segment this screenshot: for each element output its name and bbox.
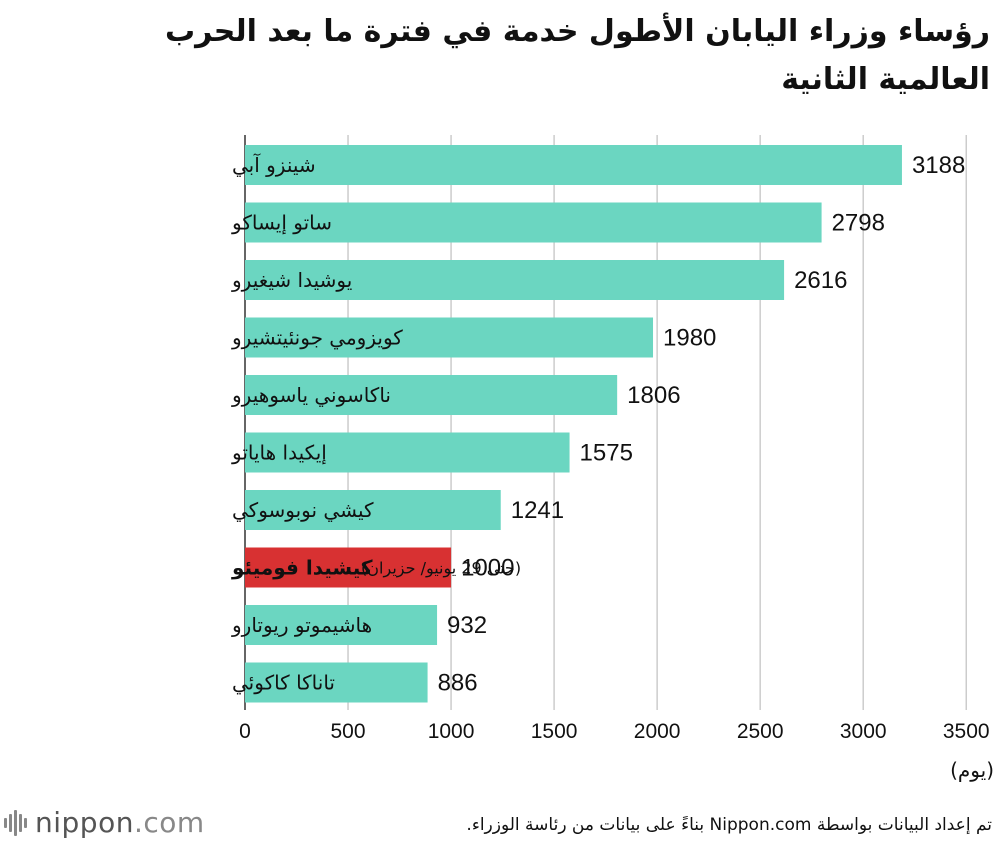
bar-highlight — [245, 547, 452, 588]
logo-tld: .com — [133, 806, 205, 839]
category-label: يوشيدا شيغيرو — [231, 268, 352, 292]
bar — [245, 432, 570, 473]
value-label: 1000 — [461, 555, 514, 582]
nippon-logo: nippon.com — [4, 806, 205, 839]
value-label: 886 — [438, 670, 478, 697]
bar-chart: 0 500 1000 1500 2000 2500 3000 3500 شينزو آبي 318… — [231, 135, 990, 743]
category-label: ساتو إيساكو — [231, 211, 332, 236]
category-label: هاشيموتو ريوتارو — [231, 613, 372, 637]
value-label: 1980 — [663, 325, 716, 352]
chart-title: رؤساء وزراء اليابان الأطول خدمة في فترة … — [164, 14, 990, 97]
bar — [245, 317, 654, 358]
value-label: 1241 — [511, 497, 564, 524]
bar — [245, 605, 438, 645]
x-tick-label: 1000 — [428, 720, 475, 743]
value-label: 2798 — [832, 210, 885, 237]
x-tick-label: 0 — [239, 720, 251, 743]
value-label: 932 — [447, 612, 487, 639]
logo-main: nippon — [35, 806, 134, 839]
value-label: 1806 — [627, 382, 680, 409]
x-tick-label: 2000 — [634, 720, 681, 743]
highlight-note: (حتى 29 يونيو/ حزيران) — [361, 559, 521, 579]
bar — [245, 375, 618, 415]
nippon-bars-icon — [4, 808, 27, 838]
bar — [245, 260, 785, 300]
value-label: 3188 — [912, 152, 965, 179]
logo-text: nippon.com — [35, 806, 205, 839]
bar — [245, 490, 501, 530]
bar — [245, 662, 428, 703]
x-tick-label: 1500 — [531, 720, 578, 743]
category-label: ناكاسوني ياسوهيرو — [231, 383, 391, 408]
category-label: كيشيدا فوميئو — [231, 556, 373, 580]
x-tick-label: 500 — [331, 720, 366, 743]
category-label: تاناكا كاكوئي — [232, 671, 335, 696]
x-tick-label: 3000 — [840, 720, 887, 743]
x-tick-label: 2500 — [737, 720, 784, 743]
value-label: 1575 — [580, 440, 633, 467]
category-label: كويزومي جونئيتشيرو — [231, 326, 403, 351]
category-label: إيكيدا هاياتو — [231, 441, 327, 466]
category-label: شينزو آبي — [232, 152, 316, 178]
x-axis-unit-label: (يوم) — [950, 758, 994, 782]
bar — [245, 202, 822, 243]
x-tick-label: 3500 — [943, 720, 990, 743]
source-note: تم إعداد البيانات بواسطة Nippon.com بناء… — [466, 815, 992, 835]
category-label: كيشي نوبوسوكي — [232, 498, 374, 523]
value-label: 2616 — [794, 267, 847, 294]
bar — [245, 145, 902, 185]
